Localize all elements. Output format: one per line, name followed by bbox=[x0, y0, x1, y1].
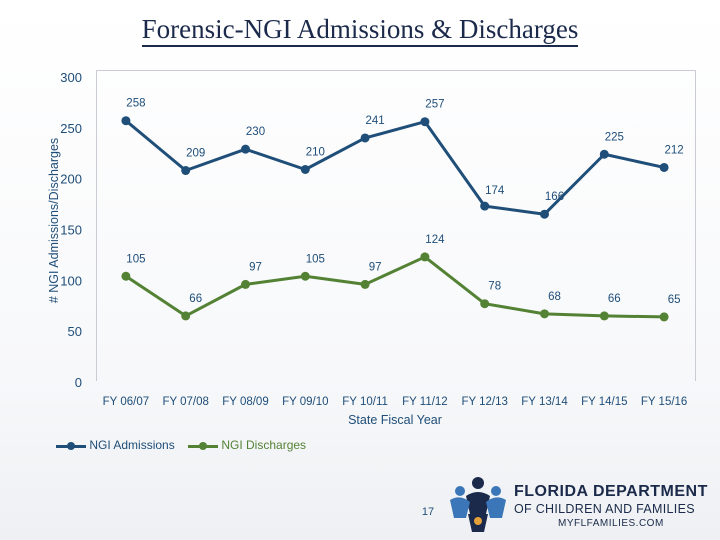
y-axis-ticks: 0 50 100 150 200 250 300 bbox=[60, 70, 82, 390]
series-line-1 bbox=[125, 255, 665, 319]
data-label: 166 bbox=[545, 191, 564, 203]
data-label: 210 bbox=[306, 147, 325, 159]
y-tick-label: 0 bbox=[75, 375, 82, 390]
data-point bbox=[540, 309, 549, 319]
legend-swatch-discharges bbox=[188, 441, 218, 451]
data-point bbox=[181, 311, 191, 321]
data-point bbox=[121, 271, 131, 281]
data-label: 257 bbox=[425, 99, 444, 111]
families-figures-icon bbox=[450, 477, 506, 532]
data-label: 97 bbox=[369, 261, 382, 273]
data-point bbox=[121, 116, 131, 126]
x-tick-label: FY 09/10 bbox=[282, 396, 328, 408]
data-label: 241 bbox=[366, 115, 385, 127]
y-axis-title: # NGI Admissions/Discharges bbox=[47, 138, 61, 303]
org-name-line2: OF CHILDREN AND FAMILIES bbox=[514, 502, 695, 516]
dcf-logo: FLORIDA DEPARTMENT OF CHILDREN AND FAMIL… bbox=[446, 474, 708, 534]
data-labels-layer: 258 209 230 210 241 257 174 166 225 212 105 66 97 105… bbox=[126, 98, 683, 306]
data-label: 212 bbox=[665, 144, 684, 156]
data-point bbox=[420, 117, 430, 127]
data-point bbox=[241, 279, 250, 289]
legend-label-discharges: NGI Discharges bbox=[221, 438, 307, 452]
data-point bbox=[480, 201, 490, 211]
page-number: 17 bbox=[421, 506, 435, 518]
x-tick-label: FY 07/08 bbox=[162, 396, 208, 408]
data-point bbox=[181, 166, 191, 176]
org-website: MYFLFAMILIES.COM bbox=[558, 518, 664, 529]
x-tick-label: FY 12/13 bbox=[461, 396, 507, 408]
y-tick-label: 50 bbox=[68, 324, 82, 339]
data-label: 225 bbox=[605, 131, 624, 143]
data-point bbox=[360, 133, 370, 143]
data-point bbox=[599, 149, 609, 159]
data-point bbox=[540, 209, 549, 219]
y-tick-label: 250 bbox=[60, 121, 82, 136]
data-point bbox=[599, 311, 609, 321]
x-axis-title: State Fiscal Year bbox=[348, 413, 442, 427]
data-label: 105 bbox=[126, 253, 145, 265]
data-label: 124 bbox=[425, 234, 445, 246]
data-point bbox=[241, 144, 250, 154]
data-label: 97 bbox=[249, 261, 262, 273]
data-point bbox=[360, 279, 370, 289]
data-label: 65 bbox=[668, 294, 681, 306]
data-label: 105 bbox=[306, 253, 325, 265]
x-tick-label: FY 08/09 bbox=[222, 396, 268, 408]
org-name-line1: FLORIDA DEPARTMENT bbox=[514, 483, 708, 500]
y-tick-label: 300 bbox=[60, 70, 82, 85]
x-tick-label: FY 11/12 bbox=[402, 396, 448, 408]
slide-title-text: Forensic-NGI Admissions & Discharges bbox=[141, 14, 579, 47]
x-axis-ticks: FY 06/07 FY 07/08 FY 08/09 FY 09/10 FY 10/11… bbox=[103, 396, 688, 408]
data-label: 258 bbox=[126, 98, 145, 110]
data-point bbox=[300, 271, 310, 281]
legend-item-admissions: NGI Admissions bbox=[56, 438, 175, 452]
series-line-0 bbox=[124, 119, 665, 216]
y-tick-label: 100 bbox=[60, 273, 82, 288]
series-layer bbox=[121, 116, 669, 322]
data-label: 230 bbox=[246, 126, 265, 138]
legend-swatch-admissions bbox=[56, 441, 86, 451]
plot-area-frame bbox=[96, 70, 696, 381]
y-tick-label: 150 bbox=[60, 223, 82, 238]
slide-title: Forensic-NGI Admissions & Discharges bbox=[0, 14, 720, 47]
data-label: 78 bbox=[488, 281, 501, 293]
legend-item-discharges: NGI Discharges bbox=[188, 438, 306, 452]
data-label: 174 bbox=[485, 185, 505, 197]
x-tick-label: FY 10/11 bbox=[342, 396, 388, 408]
data-label: 209 bbox=[186, 148, 205, 160]
data-point bbox=[480, 299, 490, 309]
data-label: 66 bbox=[189, 293, 202, 305]
x-tick-label: FY 06/07 bbox=[103, 396, 149, 408]
x-tick-label: FY 15/16 bbox=[641, 396, 687, 408]
x-tick-label: FY 14/15 bbox=[581, 396, 627, 408]
data-point bbox=[300, 165, 310, 174]
legend-label-admissions: NGI Admissions bbox=[89, 438, 175, 452]
data-point bbox=[659, 162, 669, 172]
data-label: 66 bbox=[608, 293, 621, 305]
data-label: 68 bbox=[548, 291, 561, 303]
y-tick-label: 200 bbox=[60, 172, 82, 187]
x-tick-label: FY 13/14 bbox=[521, 396, 568, 408]
data-point bbox=[659, 312, 669, 322]
data-point bbox=[420, 252, 430, 262]
